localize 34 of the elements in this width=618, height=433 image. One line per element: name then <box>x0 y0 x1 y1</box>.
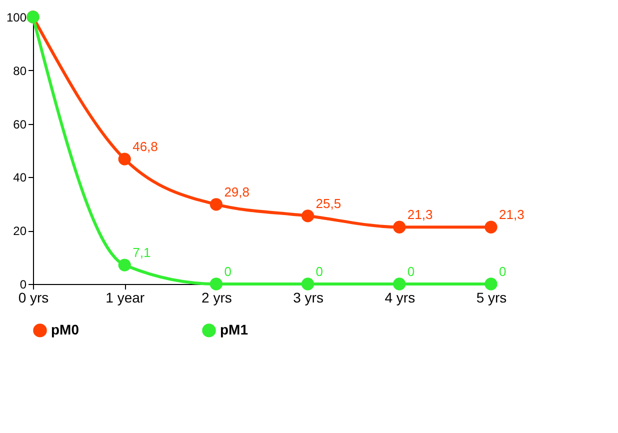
y-tick-label: 100 <box>6 10 27 24</box>
data-label: 0 <box>499 264 506 279</box>
y-tick-label: 0 <box>20 278 27 292</box>
y-tick-label: 80 <box>13 64 27 78</box>
y-tick-label: 60 <box>13 117 27 132</box>
data-label: 29,8 <box>224 184 250 200</box>
x-tick-label: 4 yrs <box>384 290 416 306</box>
y-tick-label: 40 <box>13 170 27 185</box>
point <box>484 220 498 234</box>
point <box>393 278 406 290</box>
point <box>210 198 223 211</box>
data-label: 21,3 <box>499 207 524 222</box>
data-label: 7,1 <box>132 245 151 260</box>
y-tick-label: 20 <box>13 224 27 238</box>
data-label: 46,8 <box>132 139 158 154</box>
data-label: 0 <box>224 264 232 279</box>
data-label: 0 <box>407 264 415 279</box>
x-tick-label: 1 year <box>106 290 145 306</box>
point <box>118 152 131 166</box>
point <box>301 210 314 222</box>
point <box>484 278 498 290</box>
legend-label: pM1 <box>220 321 248 338</box>
data-label: 25,5 <box>316 196 342 211</box>
point <box>301 278 314 290</box>
point <box>210 278 223 290</box>
point <box>118 258 131 272</box>
x-tick-label: 2 yrs <box>202 290 232 306</box>
x-tick-label: 5 yrs <box>476 290 507 306</box>
data-label: 0 <box>316 264 324 279</box>
x-tick-label: 0 yrs <box>18 290 49 306</box>
point <box>393 220 406 234</box>
legend-label: pM0 <box>51 321 80 338</box>
data-label: 21,3 <box>407 207 433 222</box>
x-tick-label: 3 yrs <box>293 290 324 306</box>
